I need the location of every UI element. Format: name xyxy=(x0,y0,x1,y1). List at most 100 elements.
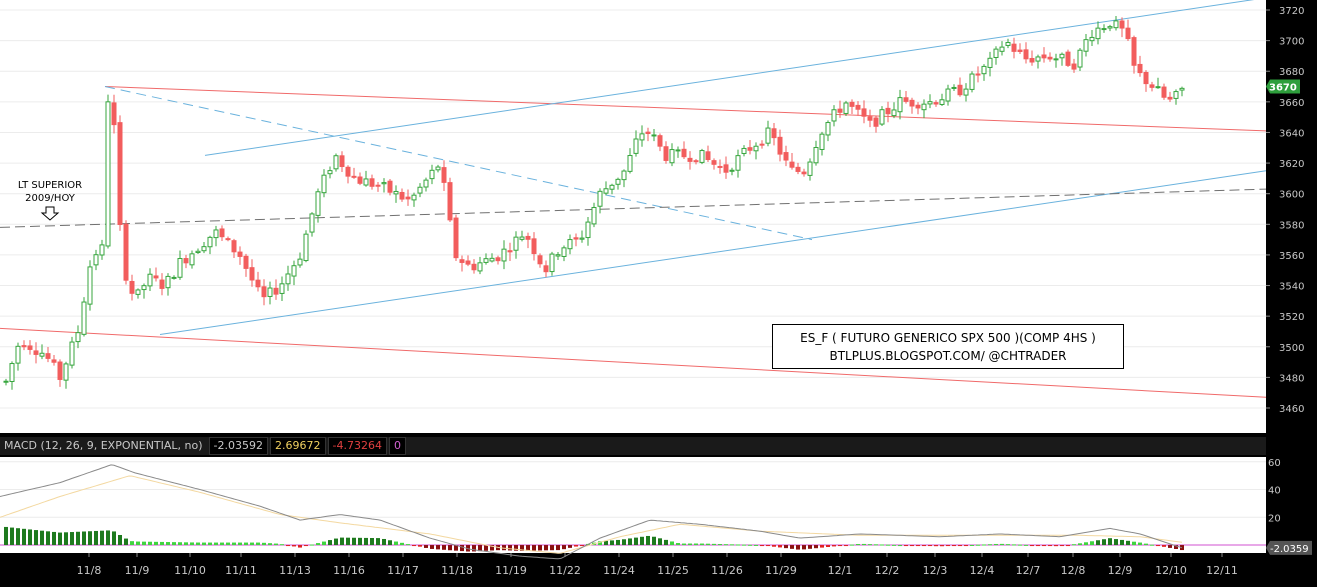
candle-up xyxy=(1113,20,1119,29)
macd-histogram-bar xyxy=(1036,545,1040,547)
candle-up xyxy=(1053,58,1059,61)
x-tick-label: 11/11 xyxy=(225,564,257,577)
candle-down xyxy=(387,180,393,193)
macd-histogram-bar xyxy=(874,544,878,546)
candle-up xyxy=(651,134,657,137)
candle-up xyxy=(993,48,999,58)
macd-histogram-bar xyxy=(364,537,368,546)
x-tick-label: 12/1 xyxy=(828,564,853,577)
macd-histogram-bar xyxy=(886,544,890,546)
candle-down xyxy=(1017,49,1023,52)
macd-histogram-bar xyxy=(94,530,98,546)
macd-histogram-bar xyxy=(1108,538,1112,546)
macd-histogram-bar xyxy=(1018,544,1022,546)
candle-down xyxy=(867,116,873,121)
candle-down xyxy=(1029,57,1035,63)
candle-down xyxy=(801,171,807,175)
candle-up xyxy=(807,161,813,176)
candle-down xyxy=(957,84,963,96)
candle-down xyxy=(933,102,939,105)
macd-histogram-bar xyxy=(634,537,638,546)
candle-down xyxy=(453,217,459,259)
candle-down xyxy=(237,251,243,257)
upper-red-trendline xyxy=(104,86,1267,132)
x-tick-label: 12/11 xyxy=(1206,564,1238,577)
macd-histogram-bar xyxy=(922,545,926,547)
x-tick-label: 11/29 xyxy=(765,564,797,577)
candle-up xyxy=(69,341,75,366)
candle-down xyxy=(1047,56,1053,60)
chart-title-box: ES_F ( FUTURO GENERICO SPX 500 )(COMP 4H… xyxy=(772,324,1124,369)
macd-histogram-bar xyxy=(958,545,962,547)
x-tick-label: 12/4 xyxy=(970,564,995,577)
x-tick-label: 11/13 xyxy=(279,564,311,577)
candle-down xyxy=(495,257,501,262)
candle-down xyxy=(369,178,375,187)
macd-histogram-bar xyxy=(250,542,254,546)
candle-down xyxy=(117,122,123,225)
macd-histogram-bar xyxy=(40,530,44,546)
macd-histogram-bar xyxy=(952,545,956,547)
macd-histogram-bar xyxy=(712,543,716,546)
macd-histogram-bar xyxy=(562,545,566,550)
candle-up xyxy=(1101,28,1107,31)
macd-histogram-bar xyxy=(802,545,806,550)
candle-up xyxy=(393,190,399,195)
macd-histogram-bar xyxy=(1090,541,1094,546)
macd-study-label[interactable]: MACD (12, 26, 9, EXPONENTIAL, no) xyxy=(4,439,203,452)
candle-down xyxy=(687,157,693,162)
macd-histogram-bar xyxy=(304,545,308,547)
macd-histogram-bar xyxy=(1174,545,1178,549)
macd-histogram-bar xyxy=(178,542,182,546)
macd-histogram-bar xyxy=(1000,543,1004,546)
macd-histogram-bar xyxy=(334,538,338,546)
candle-down xyxy=(399,191,405,200)
candle-up xyxy=(135,289,141,295)
macd-histogram-bar xyxy=(64,532,68,546)
x-tick-label: 12/10 xyxy=(1155,564,1187,577)
macd-histogram-bar xyxy=(838,545,842,547)
macd-histogram-bar xyxy=(106,530,110,546)
macd-histogram-bar xyxy=(772,545,776,547)
macd-last-tag xyxy=(1266,540,1312,555)
macd-histogram-bar xyxy=(1150,544,1154,546)
macd-histogram-bar xyxy=(1006,544,1010,546)
candle-up xyxy=(189,253,195,266)
candle-down xyxy=(225,238,231,241)
x-tick-label: 12/8 xyxy=(1061,564,1086,577)
candle-up xyxy=(585,221,591,239)
price-tick-label: 3500 xyxy=(1279,343,1304,354)
x-tick-label: 11/8 xyxy=(77,564,102,577)
candle-up xyxy=(147,273,153,287)
candle-up xyxy=(579,237,585,240)
down-arrow-icon xyxy=(40,206,60,221)
macd-histogram-bar xyxy=(550,545,554,551)
candle-down xyxy=(465,260,471,265)
macd-histogram-bar xyxy=(280,544,284,546)
candle-down xyxy=(471,263,477,271)
candle-up xyxy=(963,88,969,96)
macd-histogram-bar xyxy=(766,545,770,547)
macd-histogram-bar xyxy=(388,540,392,546)
macd-histogram-bar xyxy=(358,537,362,546)
macd-histogram-bar xyxy=(622,539,626,546)
macd-histogram-bar xyxy=(730,544,734,546)
macd-histogram-bar xyxy=(292,545,296,547)
candle-up xyxy=(315,191,321,216)
candle-up xyxy=(699,150,705,163)
macd-histogram-bar xyxy=(1114,539,1118,546)
candle-up xyxy=(603,188,609,194)
macd-histogram-bar xyxy=(700,543,704,546)
candle-up xyxy=(549,253,555,273)
candle-up xyxy=(981,65,987,75)
candle-down xyxy=(837,108,843,113)
macd-histogram-bar xyxy=(118,534,122,546)
candle-down xyxy=(771,128,777,139)
candle-down xyxy=(663,146,669,161)
candle-down xyxy=(909,99,915,107)
macd-histogram-bar xyxy=(1030,545,1034,547)
macd-histogram-bar xyxy=(532,545,536,551)
macd-histogram-bar xyxy=(1162,545,1166,547)
